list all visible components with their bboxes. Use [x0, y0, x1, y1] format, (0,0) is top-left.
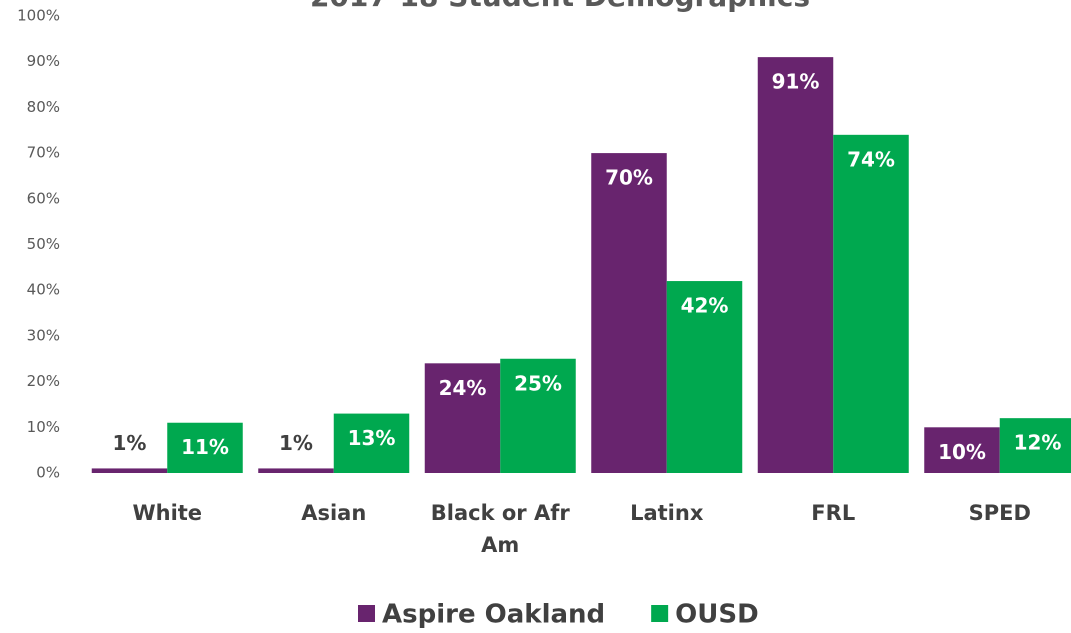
legend-label: OUSD	[675, 600, 759, 630]
y-tick-label: 100%	[17, 7, 60, 25]
y-tick-label: 70%	[27, 144, 60, 162]
bar	[924, 427, 1000, 473]
legend-swatch	[358, 605, 375, 622]
bar	[591, 153, 667, 473]
y-tick-label: 60%	[27, 189, 60, 207]
y-tick-label: 30%	[27, 326, 60, 344]
legend-label: Aspire Oakland	[382, 600, 605, 630]
y-tick-label: 20%	[27, 372, 60, 390]
x-tick-label: Asian	[301, 501, 367, 525]
y-tick-label: 80%	[27, 98, 60, 116]
y-tick-label: 0%	[36, 464, 60, 482]
value-label: 25%	[514, 371, 562, 395]
bar	[424, 363, 501, 473]
value-label: 10%	[938, 440, 986, 464]
bar	[258, 468, 334, 473]
bar	[666, 281, 743, 473]
value-label: 13%	[348, 426, 396, 450]
value-label: 24%	[439, 376, 487, 400]
value-label: 74%	[847, 147, 895, 171]
value-label: 1%	[113, 431, 147, 455]
value-label: 70%	[605, 166, 653, 190]
y-tick-label: 10%	[27, 418, 60, 436]
bar	[833, 134, 909, 473]
value-label: 11%	[181, 435, 229, 459]
value-label: 42%	[681, 294, 729, 318]
x-tick-label: White	[132, 501, 203, 525]
y-tick-label: 40%	[27, 281, 60, 299]
bar	[500, 358, 576, 473]
bar	[333, 413, 410, 473]
legend-swatch	[651, 605, 669, 622]
x-tick-label: Latinx	[630, 501, 704, 525]
x-tick-label: SPED	[968, 501, 1031, 525]
bar	[757, 57, 834, 473]
bar	[91, 468, 168, 473]
value-label: 91%	[772, 70, 820, 94]
y-tick-label: 50%	[27, 235, 60, 253]
bar	[167, 422, 243, 473]
bar	[999, 418, 1071, 473]
y-tick-label: 90%	[27, 52, 60, 70]
x-tick-label: FRL	[811, 501, 856, 525]
value-label: 1%	[279, 431, 313, 455]
chart-title: 2017-18 Student Demographics	[310, 0, 810, 13]
x-tick-label: Black or Afr Am	[430, 501, 570, 557]
value-label: 12%	[1014, 431, 1062, 455]
